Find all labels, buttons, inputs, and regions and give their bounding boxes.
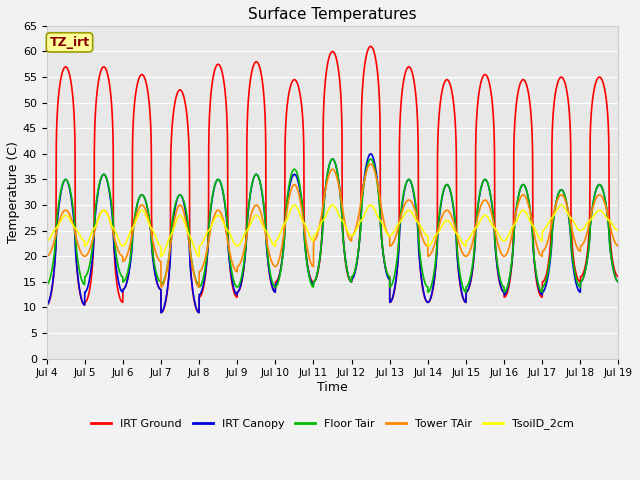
X-axis label: Time: Time bbox=[317, 381, 348, 394]
Legend: IRT Ground, IRT Canopy, Floor Tair, Tower TAir, TsoilD_2cm: IRT Ground, IRT Canopy, Floor Tair, Towe… bbox=[87, 414, 579, 434]
Title: Surface Temperatures: Surface Temperatures bbox=[248, 7, 417, 22]
Text: TZ_irt: TZ_irt bbox=[49, 36, 90, 49]
Y-axis label: Temperature (C): Temperature (C) bbox=[7, 141, 20, 243]
